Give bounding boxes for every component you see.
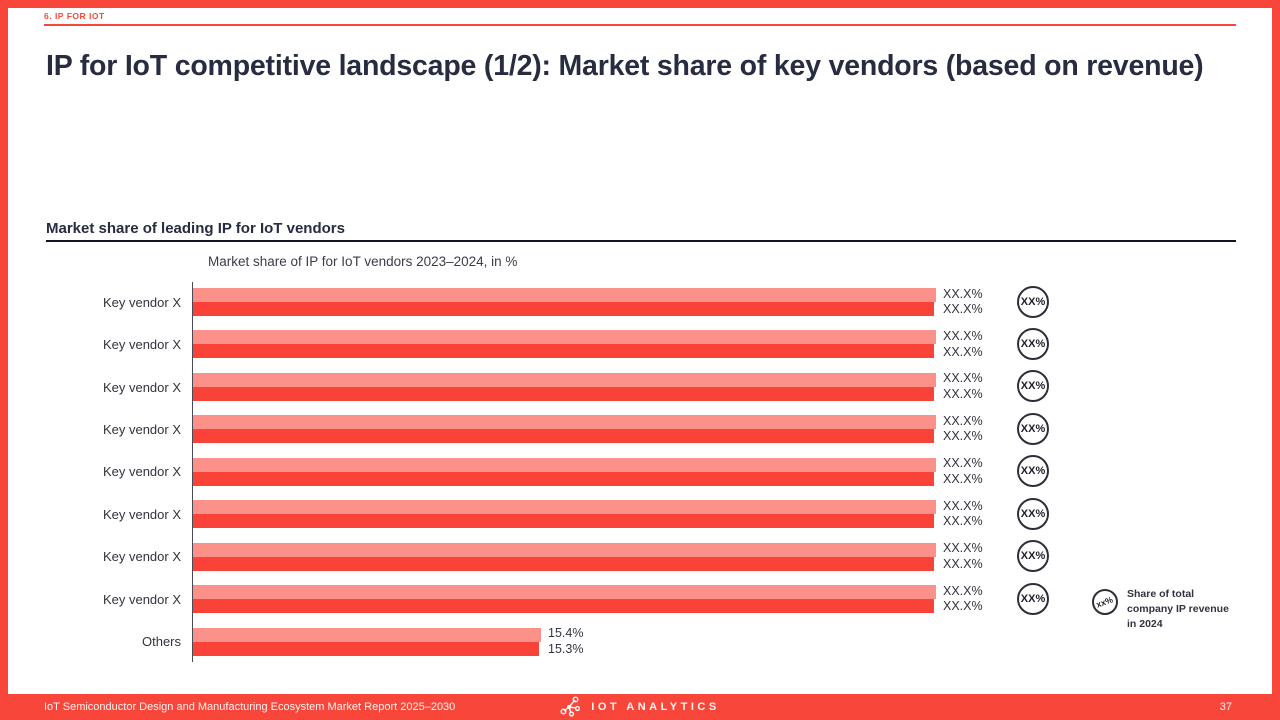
share-circle-badge: XX%	[1017, 285, 1049, 318]
bar-value-labels: XX.X% XX.X%	[943, 413, 983, 444]
bar-value-labels: XX.X% XX.X%	[943, 286, 983, 317]
page-title: IP for IoT competitive landscape (1/2): …	[46, 50, 1204, 82]
chart-row: Others 15.4% 15.3%	[0, 621, 1280, 663]
bar-pair	[193, 330, 936, 359]
legend-text: Share of total company IP revenue in 202…	[1127, 588, 1229, 630]
legend-circle-icon: xx%	[1092, 589, 1118, 615]
chart-section-heading: Market share of leading IP for IoT vendo…	[46, 220, 345, 237]
category-label: Key vendor X	[102, 379, 181, 395]
page-number: 37	[1219, 701, 1232, 713]
chart-row: Key vendor X XX.X% XX.X% XX%	[0, 408, 1280, 450]
chart-row: Key vendor X XX.X% XX.X% XX%	[0, 323, 1280, 365]
share-circle-badge: XX%	[1017, 455, 1049, 488]
bar-dark	[193, 556, 934, 571]
chart-axis-line	[192, 282, 193, 662]
eyebrow-rule	[44, 24, 1236, 26]
chart-row: Key vendor X XX.X% XX.X% XX%	[0, 366, 1280, 408]
category-label: Key vendor X	[102, 294, 181, 310]
chart-row: Key vendor X XX.X% XX.X% XX%	[0, 493, 1280, 535]
bar-pair	[193, 288, 936, 316]
footer-report-title: IoT Semiconductor Design and Manufacturi…	[44, 701, 456, 713]
bar-pair	[193, 500, 936, 529]
bar-light	[193, 585, 936, 600]
bar-chart: Key vendor X XX.X% XX.X% XX% Key vendor X XX.…	[0, 281, 1280, 664]
bar-dark	[193, 599, 934, 614]
share-circle-badge: XX%	[1017, 540, 1049, 573]
bar-dark	[193, 429, 934, 444]
bar-dark	[193, 641, 539, 656]
chart-row: Key vendor X XX.X% XX.X% XX%	[0, 451, 1280, 493]
bar-pair	[193, 585, 936, 614]
slide-footer: IoT Semiconductor Design and Manufacturi…	[0, 694, 1280, 720]
bar-light	[193, 288, 936, 302]
legend-circle-label: xx%	[1095, 594, 1115, 610]
bar-pair	[193, 372, 936, 401]
bar-value-labels: XX.X% XX.X%	[943, 456, 983, 486]
section-eyebrow: 6. IP FOR IOT	[44, 11, 105, 21]
bar-dark	[193, 471, 934, 486]
chart-legend: xx% Share of total company IP revenue in…	[1092, 587, 1239, 632]
bar-dark	[193, 386, 934, 401]
bar-value-labels: XX.X% XX.X%	[943, 328, 983, 359]
bar-light	[193, 542, 936, 557]
slide-border-right	[1272, 0, 1280, 720]
chart-row: Key vendor X XX.X% XX.X% XX%	[0, 281, 1280, 323]
category-label: Key vendor X	[102, 506, 181, 522]
bar-light	[193, 457, 936, 472]
bar-light	[193, 372, 936, 387]
footer-brand: IOT ANALYTICS	[0, 694, 1280, 720]
share-circle-badge: XX%	[1017, 370, 1049, 403]
bar-light	[193, 330, 936, 345]
bar-light	[193, 415, 936, 430]
bar-light	[193, 627, 541, 642]
bar-dark	[193, 514, 934, 529]
share-circle-badge: XX%	[1017, 327, 1049, 360]
bar-pair	[193, 542, 936, 571]
heading-rule	[46, 240, 1236, 242]
bar-value-labels: XX.X% XX.X%	[943, 498, 983, 529]
bar-dark	[193, 302, 934, 316]
share-circle-badge: XX%	[1017, 497, 1049, 530]
bar-pair	[193, 415, 936, 444]
category-label: Key vendor X	[102, 422, 181, 438]
iot-analytics-logo-icon	[560, 696, 581, 717]
category-label: Key vendor X	[102, 591, 181, 607]
chart-row: Key vendor X XX.X% XX.X% XX%	[0, 578, 1280, 620]
bar-pair	[193, 457, 936, 486]
chart-row: Key vendor X XX.X% XX.X% XX%	[0, 536, 1280, 578]
bar-value-labels: XX.X% XX.X%	[943, 583, 983, 614]
bar-value-labels: XX.X% XX.X%	[943, 371, 983, 401]
bar-pair	[193, 627, 541, 656]
slide-border-left	[0, 0, 8, 720]
slide-border-top	[0, 0, 1280, 8]
category-label: Key vendor X	[102, 464, 181, 480]
footer-brand-name: IOT ANALYTICS	[591, 701, 720, 713]
bar-dark	[193, 344, 934, 359]
category-label: Others	[141, 634, 181, 650]
chart-title: Market share of IP for IoT vendors 2023–…	[208, 254, 518, 269]
category-label: Key vendor X	[102, 549, 181, 565]
bar-light	[193, 500, 936, 515]
category-label: Key vendor X	[102, 337, 181, 353]
bar-value-labels: XX.X% XX.X%	[943, 541, 983, 571]
share-circle-badge: XX%	[1017, 582, 1049, 615]
bar-value-labels: 15.4% 15.3%	[548, 626, 584, 656]
share-circle-badge: XX%	[1017, 412, 1049, 445]
